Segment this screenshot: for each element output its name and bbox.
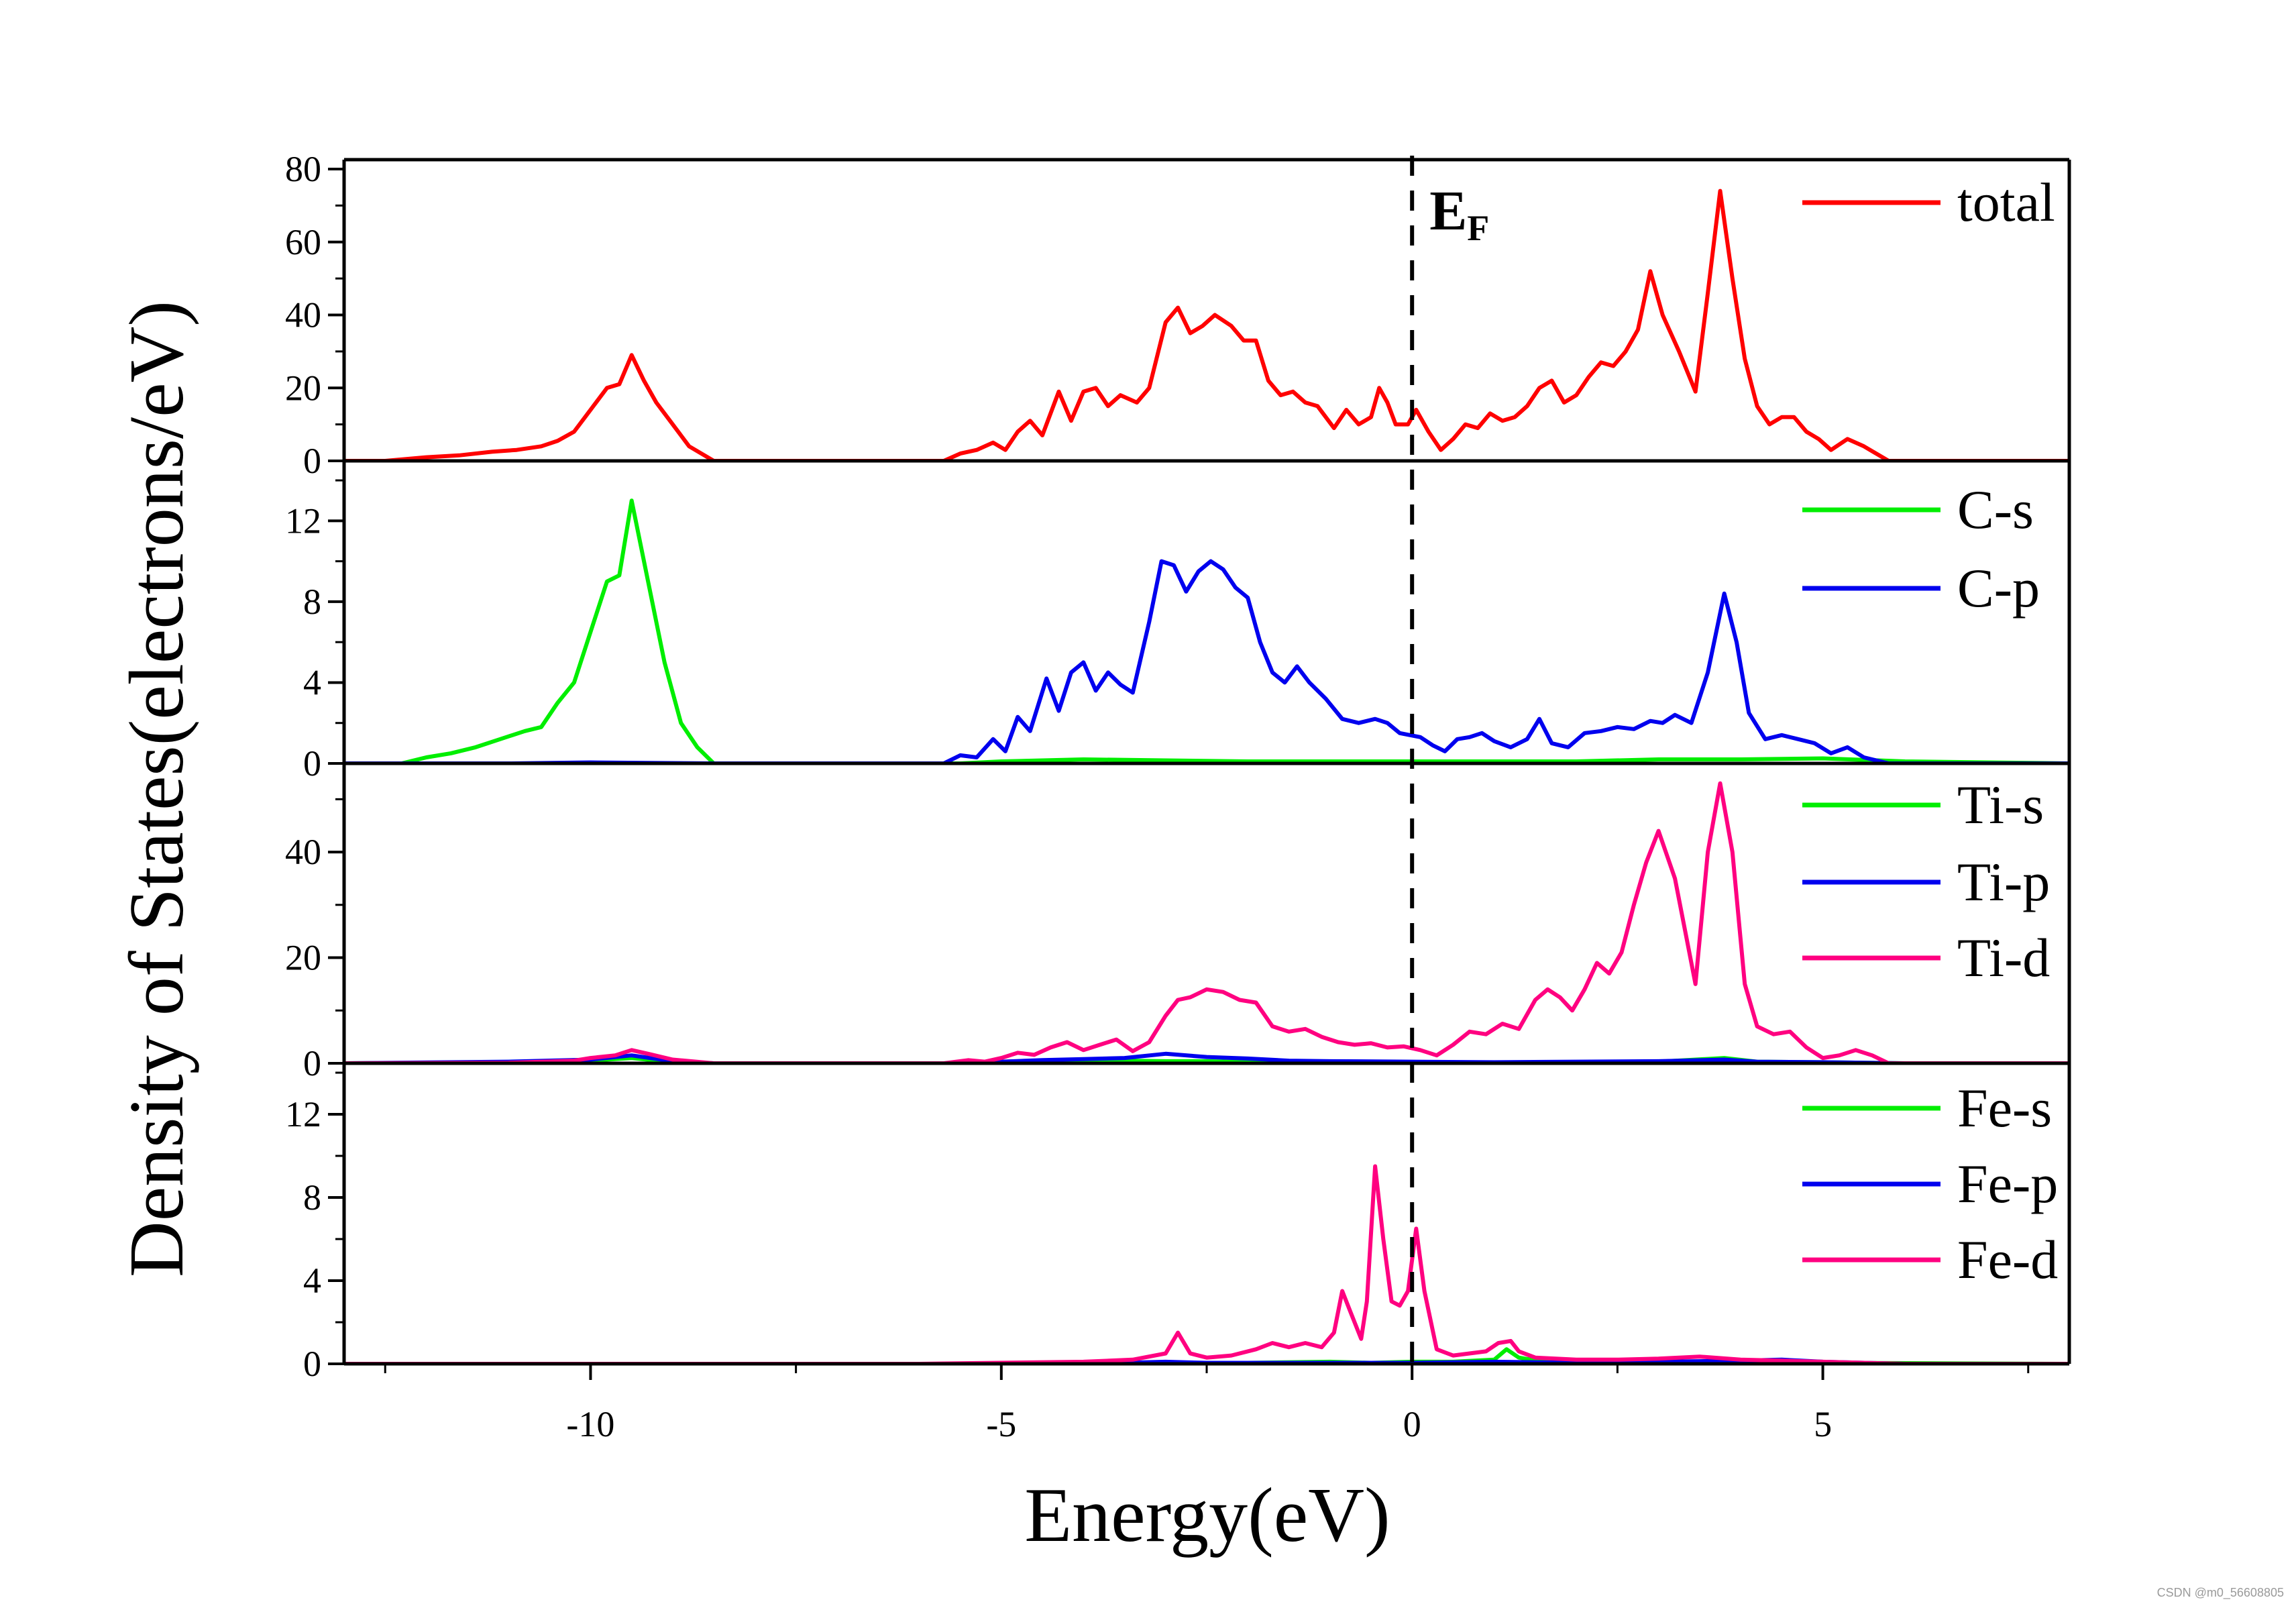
watermark: CSDN @m0_56608805 [2157,1586,2284,1600]
y-tick-label: 8 [303,1177,321,1218]
y-tick-label: 8 [303,582,321,622]
series-c-p [344,559,2069,765]
x-axis: -10 -5 0 5 [344,1362,2069,1444]
y-tick-label: 12 [285,1094,321,1134]
y-tick-label: 0 [303,743,321,784]
legend-label-c-s: C-s [1957,479,2034,540]
legend-label-total: total [1957,172,2055,233]
series-ti-d [344,781,2069,1065]
panel-Ti: 0 20 40 Ti-s Ti-p Ti-d [285,774,2069,1083]
y-tick-label: 4 [303,662,321,702]
legend-label-ti-d: Ti-d [1957,927,2050,988]
series-c-s [344,498,2069,765]
legend-total: total [1802,172,2055,233]
y-tick-label: 40 [285,295,321,335]
legend-label-fe-s: Fe-s [1957,1077,2052,1138]
y-tick-label: 4 [303,1261,321,1301]
y-tick-label: 0 [303,441,321,481]
x-tick-label: 0 [1403,1404,1421,1444]
y-tick-label: 20 [285,368,321,408]
y-tick-label: 0 [303,1344,321,1384]
chart-frame [342,158,2071,1364]
x-tick-label: 5 [1814,1404,1832,1444]
panel-total: 0 20 40 60 80 total [285,149,2069,481]
fermi-label: EF [1429,180,1489,248]
fermi-level: EF [1410,156,1489,1364]
y-tick-label: 40 [285,832,321,872]
x-tick-label: -10 [566,1404,614,1444]
legend-Fe: Fe-s Fe-p Fe-d [1802,1077,2058,1290]
x-tick-label: -5 [986,1404,1016,1444]
legend-Ti: Ti-s Ti-p Ti-d [1802,774,2050,988]
series-fe-d [344,1164,2069,1365]
legend-label-fe-p: Fe-p [1957,1153,2058,1214]
legend-label-c-p: C-p [1957,557,2040,619]
y-tick-label: 0 [303,1043,321,1083]
x-axis-title: Energy(eV) [1024,1473,1390,1558]
y-tick-label: 12 [285,500,321,541]
legend-C: C-s C-p [1802,479,2040,619]
y-tick-label: 80 [285,149,321,189]
legend-label-ti-s: Ti-s [1957,774,2044,835]
legend-label-ti-p: Ti-p [1957,851,2050,912]
y-tick-label: 60 [285,222,321,262]
y-axis-title: Density of States(electrons/eV) [114,301,200,1277]
series-total [344,189,2069,462]
legend-label-fe-d: Fe-d [1957,1229,2058,1290]
panel-Fe: 0 4 8 12 Fe-s Fe-p Fe-d [285,1071,2069,1384]
y-tick-label: 20 [285,938,321,978]
panel-C: 0 4 8 12 C-s C-p [285,479,2069,784]
